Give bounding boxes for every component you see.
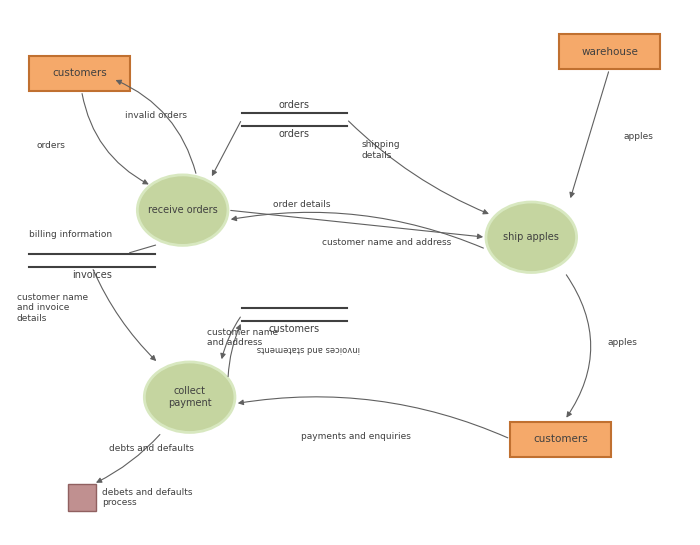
Text: customer name and address: customer name and address: [322, 238, 452, 247]
Text: shipping
details: shipping details: [361, 140, 400, 160]
Text: customers: customers: [52, 68, 107, 78]
Text: customers: customers: [269, 324, 320, 334]
FancyBboxPatch shape: [559, 34, 660, 69]
Circle shape: [137, 175, 228, 245]
FancyBboxPatch shape: [68, 484, 95, 511]
Text: apples: apples: [608, 338, 638, 348]
Text: orders: orders: [279, 100, 309, 111]
Text: debts and defaults: debts and defaults: [109, 444, 195, 453]
Text: customers: customers: [533, 434, 588, 444]
Text: orders: orders: [279, 129, 309, 138]
Text: invoices and statements: invoices and statements: [256, 344, 360, 353]
Text: billing information: billing information: [29, 230, 113, 239]
Text: payments and enquiries: payments and enquiries: [301, 432, 411, 441]
Text: collect
payment: collect payment: [168, 386, 211, 408]
Text: orders: orders: [36, 141, 65, 149]
Text: order details: order details: [273, 200, 331, 209]
Text: ship apples: ship apples: [503, 232, 559, 243]
Circle shape: [144, 362, 235, 432]
Text: customer name
and invoice
details: customer name and invoice details: [17, 293, 88, 323]
Circle shape: [486, 202, 577, 272]
Text: warehouse: warehouse: [581, 46, 638, 57]
Text: apples: apples: [623, 132, 653, 142]
Text: receive orders: receive orders: [148, 205, 218, 215]
Text: debets and defaults
process: debets and defaults process: [102, 488, 193, 507]
FancyBboxPatch shape: [29, 56, 130, 91]
Text: invoices: invoices: [72, 270, 112, 280]
Text: customer name
and address: customer name and address: [207, 328, 278, 347]
Text: invalid orders: invalid orders: [125, 111, 188, 120]
FancyBboxPatch shape: [510, 422, 612, 457]
